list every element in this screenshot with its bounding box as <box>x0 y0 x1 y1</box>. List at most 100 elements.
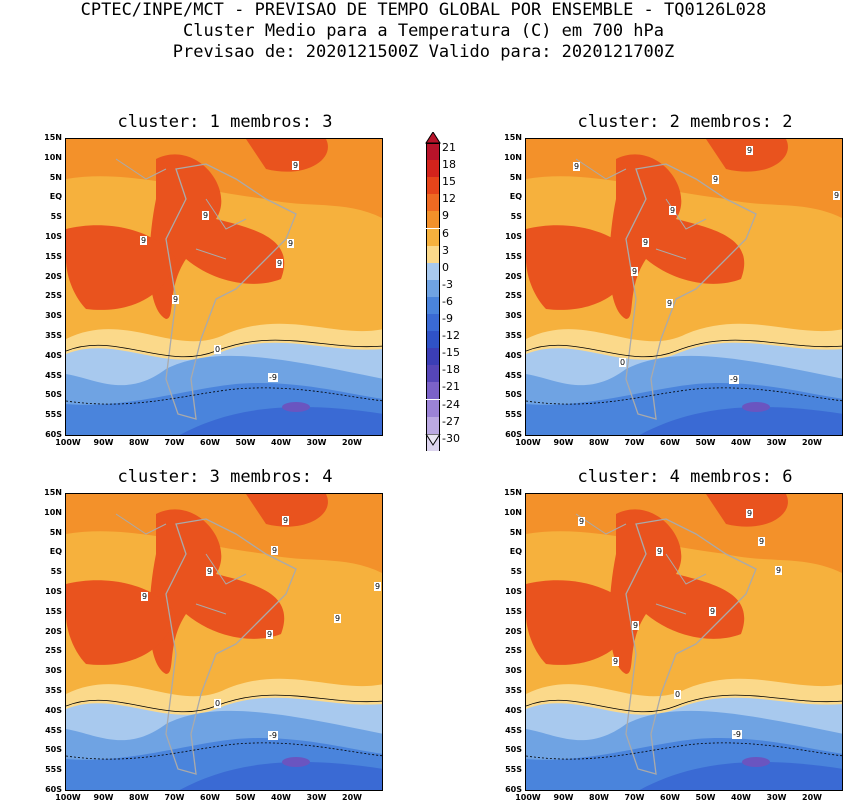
colorbar-label: -6 <box>442 294 453 308</box>
longitude-tick-label: 70W <box>624 793 645 802</box>
latitude-tick-label: 30S <box>505 311 522 321</box>
longitude-tick-label: 100W <box>55 793 81 802</box>
latitude-tick-label: 25S <box>45 646 62 656</box>
colorbar-bottom-arrow <box>425 433 441 446</box>
latitude-tick-label: 10S <box>45 232 62 241</box>
latitude-tick-label: 5S <box>510 212 522 222</box>
contour-label: 9 <box>172 295 180 304</box>
colorbar-segment <box>426 245 440 263</box>
latitude-tick-label: 45S <box>45 370 62 380</box>
colorbar-label: -12 <box>442 329 460 343</box>
latitude-tick-label: 15S <box>505 251 522 261</box>
contour-label: 0 <box>214 345 222 354</box>
latitude-tick-label: 5N <box>49 172 62 182</box>
contour-label: -9 <box>268 731 278 740</box>
longitude-tick-label: 80W <box>589 793 609 802</box>
longitude-tick-label: 80W <box>129 438 149 447</box>
contour-label: 9 <box>206 567 214 576</box>
longitude-tick-label: 100W <box>515 793 541 802</box>
latitude-tick-label: 40S <box>45 705 62 715</box>
colorbar-segment <box>426 296 440 314</box>
contour-label: 0 <box>674 690 682 699</box>
panel-title: cluster: 2 membros: 2 <box>577 112 793 132</box>
contour-label: 9 <box>656 547 664 556</box>
contour-label: 9 <box>573 162 581 171</box>
temperature-map: 9 9 9 9 9 9 9 9 0 -9 <box>525 493 843 791</box>
temperature-map: 9 9 9 9 9 9 0 -9 <box>65 138 383 436</box>
latitude-tick-label: EQ <box>49 192 62 202</box>
colorbar-segment <box>426 143 440 161</box>
panel-title: cluster: 1 membros: 3 <box>117 112 333 132</box>
colorbar-label: -21 <box>442 380 460 394</box>
longitude-tick-label: 90W <box>93 793 114 802</box>
longitude-tick-label: 30W <box>766 793 787 802</box>
latitude-tick-label: 10S <box>505 232 522 241</box>
colorbar-label: 0 <box>442 260 449 274</box>
latitude-tick-label: 10N <box>44 507 62 517</box>
colorbar-label: -3 <box>442 277 453 291</box>
map-canvas <box>66 139 382 435</box>
latitude-tick-label: 10S <box>45 587 62 596</box>
contour-label: -9 <box>268 373 278 382</box>
colorbar-segment <box>426 314 440 332</box>
latitude-tick-label: 15N <box>504 133 522 142</box>
longitude-tick-label: 50W <box>235 438 256 447</box>
contour-label: 9 <box>292 161 300 170</box>
latitude-tick-label: 10S <box>505 587 522 596</box>
title-line-1: CPTEC/INPE/MCT - PREVISAO DE TEMPO GLOBA… <box>80 0 767 20</box>
colorbar-segment <box>426 194 440 212</box>
latitude-tick-label: 5S <box>510 567 522 577</box>
latitude-tick-label: 55S <box>505 410 522 420</box>
latitude-tick-label: 15N <box>504 488 522 497</box>
longitude-tick-label: 30W <box>766 438 787 447</box>
contour-label: 9 <box>282 516 290 525</box>
panel-title: cluster: 3 membros: 4 <box>117 467 333 487</box>
longitude-tick-label: 80W <box>129 793 149 802</box>
latitude-tick-label: 60S <box>505 785 522 794</box>
contour-label: 9 <box>202 211 210 220</box>
contour-label: 9 <box>833 191 841 200</box>
latitude-tick-label: 55S <box>505 765 522 775</box>
latitude-tick-label: 35S <box>505 686 522 695</box>
colorbar-label: 12 <box>442 192 456 206</box>
title-line-2: Cluster Medio para a Temperatura (C) em … <box>182 21 665 41</box>
colorbar-label: 15 <box>442 175 456 189</box>
longitude-tick-label: 30W <box>306 793 327 802</box>
latitude-tick-label: EQ <box>509 547 522 557</box>
colorbar-label: -18 <box>442 363 460 377</box>
longitude-tick-label: 50W <box>695 438 716 447</box>
latitude-tick-label: 10N <box>504 152 522 162</box>
map-canvas <box>526 139 842 435</box>
latitude-tick-label: 40S <box>505 705 522 715</box>
latitude-tick-label: 25S <box>505 291 522 301</box>
latitude-tick-label: 25S <box>45 291 62 301</box>
contour-label: -9 <box>729 375 739 384</box>
longitude-tick-label: 70W <box>164 793 185 802</box>
latitude-tick-label: 15S <box>45 606 62 616</box>
colorbar-label: -27 <box>442 414 460 428</box>
panel-title: cluster: 4 membros: 6 <box>577 467 793 487</box>
latitude-tick-label: 20S <box>45 626 62 636</box>
longitude-tick-label: 80W <box>589 438 609 447</box>
latitude-tick-label: 15S <box>505 606 522 616</box>
contour-label: 0 <box>619 358 627 367</box>
longitude-tick-label: 30W <box>306 438 327 447</box>
contour-label: 9 <box>666 299 674 308</box>
latitude-tick-label: 35S <box>45 686 62 695</box>
contour-label: 9 <box>642 238 650 247</box>
latitude-tick-label: 60S <box>505 430 522 439</box>
contour-label: 9 <box>276 259 284 268</box>
contour-label: 9 <box>334 614 342 623</box>
contour-label: -9 <box>732 730 742 739</box>
colorbar-label: -15 <box>442 346 460 360</box>
longitude-tick-label: 90W <box>553 793 574 802</box>
longitude-tick-label: 20W <box>802 438 822 447</box>
longitude-tick-label: 50W <box>235 793 256 802</box>
map-canvas <box>526 494 842 790</box>
longitude-tick-label: 20W <box>342 438 362 447</box>
colorbar-label: 21 <box>442 141 456 154</box>
longitude-tick-label: 60W <box>200 793 220 802</box>
latitude-tick-label: 60S <box>45 785 62 794</box>
contour-label: 9 <box>578 517 586 526</box>
colorbar-segment <box>426 331 440 349</box>
